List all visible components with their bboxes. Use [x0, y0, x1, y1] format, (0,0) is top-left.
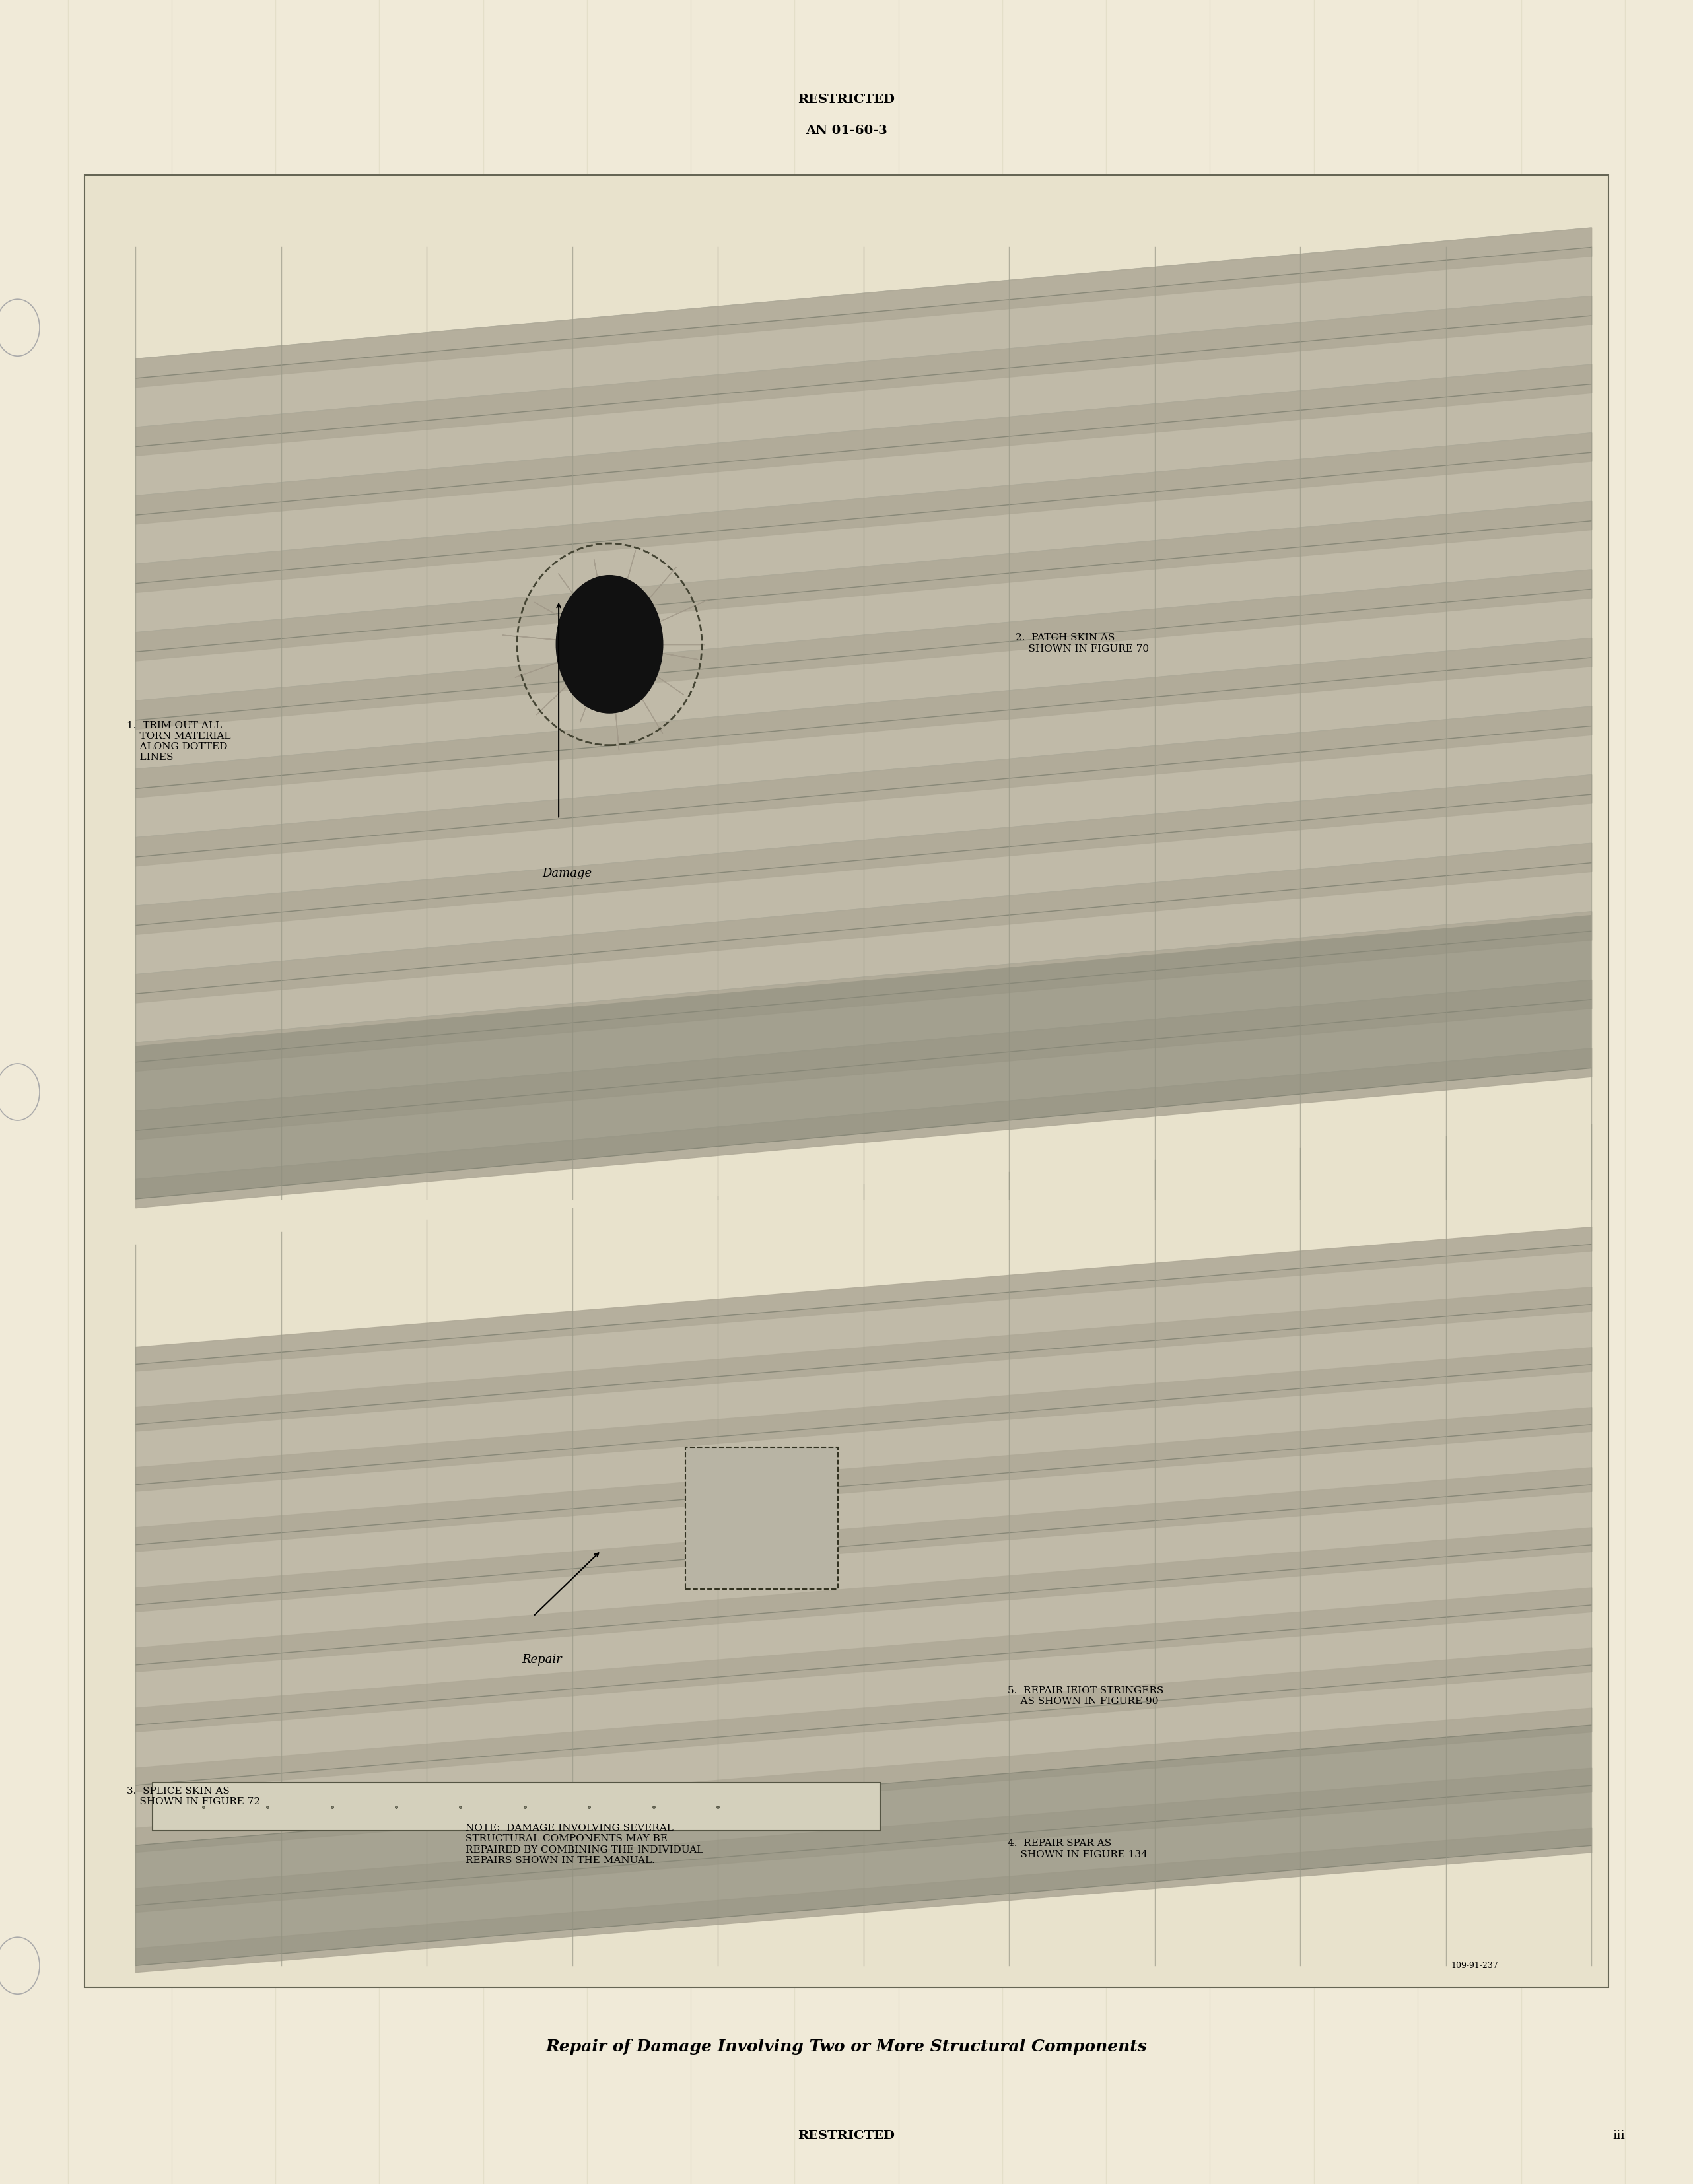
Bar — [152, 1782, 880, 1830]
Polygon shape — [559, 574, 609, 644]
Text: AN 01-60-3: AN 01-60-3 — [806, 124, 887, 135]
Polygon shape — [609, 644, 662, 734]
Text: 5.  REPAIR IEIOT STRINGERS
    AS SHOWN IN FIGURE 90: 5. REPAIR IEIOT STRINGERS AS SHOWN IN FI… — [1007, 1686, 1163, 1706]
Polygon shape — [503, 636, 609, 644]
Polygon shape — [609, 601, 709, 644]
Polygon shape — [135, 1725, 1591, 1966]
Polygon shape — [535, 603, 609, 644]
Text: 2.  PATCH SKIN AS
    SHOWN IN FIGURE 70: 2. PATCH SKIN AS SHOWN IN FIGURE 70 — [1016, 633, 1150, 653]
Text: 109-91-237: 109-91-237 — [1451, 1961, 1498, 1970]
Polygon shape — [135, 1245, 1591, 1966]
Text: Repair: Repair — [521, 1653, 562, 1666]
Polygon shape — [135, 915, 1591, 1199]
Text: RESTRICTED: RESTRICTED — [797, 94, 896, 105]
Text: 4.  REPAIR SPAR AS
    SHOWN IN FIGURE 134: 4. REPAIR SPAR AS SHOWN IN FIGURE 134 — [1007, 1839, 1148, 1859]
Text: Damage: Damage — [542, 867, 593, 880]
Bar — [686, 1448, 838, 1590]
Text: iii: iii — [1613, 2129, 1625, 2143]
Polygon shape — [135, 247, 1591, 1199]
Polygon shape — [515, 644, 609, 677]
Circle shape — [0, 299, 39, 356]
Text: 3.  SPLICE SKIN AS
    SHOWN IN FIGURE 72: 3. SPLICE SKIN AS SHOWN IN FIGURE 72 — [127, 1787, 261, 1806]
Polygon shape — [537, 644, 609, 714]
Polygon shape — [609, 568, 676, 644]
Polygon shape — [594, 559, 609, 644]
Polygon shape — [609, 644, 620, 751]
Circle shape — [555, 577, 662, 712]
Text: 1.  TRIM OUT ALL
    TORN MATERIAL
    ALONG DOTTED
    LINES: 1. TRIM OUT ALL TORN MATERIAL ALONG DOTT… — [127, 721, 230, 762]
Text: RESTRICTED: RESTRICTED — [797, 2129, 896, 2143]
Text: NOTE:  DAMAGE INVOLVING SEVERAL
STRUCTURAL COMPONENTS MAY BE
REPAIRED BY COMBINI: NOTE: DAMAGE INVOLVING SEVERAL STRUCTURA… — [466, 1824, 704, 1865]
Circle shape — [0, 1937, 39, 1994]
Text: Repair of Damage Involving Two or More Structural Components: Repair of Damage Involving Two or More S… — [545, 2038, 1148, 2055]
Polygon shape — [609, 550, 635, 644]
Circle shape — [0, 1064, 39, 1120]
Polygon shape — [581, 644, 609, 723]
Polygon shape — [609, 644, 698, 660]
Bar — [85, 175, 1608, 1987]
Polygon shape — [609, 644, 684, 695]
